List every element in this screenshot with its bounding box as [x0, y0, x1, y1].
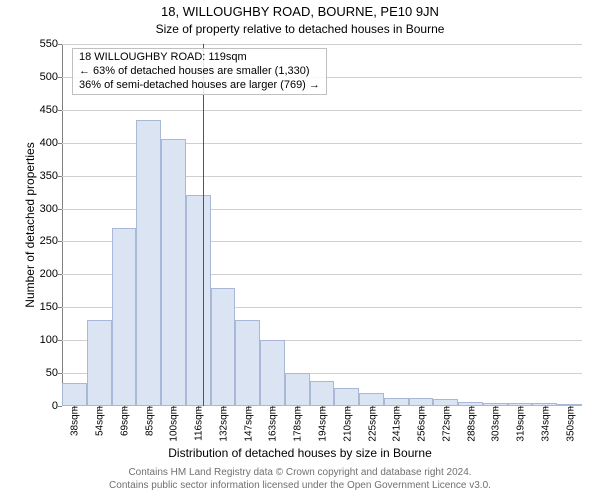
ytick-label: 300 [40, 203, 62, 215]
page-subtitle: Size of property relative to detached ho… [0, 22, 600, 36]
xtick-label: 132sqm [216, 406, 229, 442]
xtick-label: 116sqm [192, 406, 205, 441]
xtick-label: 303sqm [489, 406, 502, 442]
grid-line [62, 110, 582, 111]
xtick-label: 256sqm [415, 406, 428, 442]
xtick-label: 85sqm [142, 406, 155, 436]
xtick-label: 210sqm [340, 406, 353, 442]
xtick-label: 350sqm [563, 406, 576, 442]
bar [433, 399, 458, 406]
bar [359, 393, 384, 406]
ytick-label: 400 [40, 137, 62, 149]
bar [62, 383, 87, 406]
bar [384, 398, 409, 406]
bar [186, 195, 211, 406]
ytick-label: 100 [40, 334, 62, 346]
xtick-label: 100sqm [167, 406, 180, 442]
xtick-label: 272sqm [439, 406, 452, 442]
footnote: Contains HM Land Registry data © Crown c… [0, 466, 600, 492]
bar [112, 228, 137, 406]
annotation-line: ← 63% of detached houses are smaller (1,… [79, 65, 320, 79]
ytick-label: 0 [52, 400, 62, 412]
annotation-line: 18 WILLOUGHBY ROAD: 119sqm [79, 51, 320, 65]
xtick-label: 288sqm [464, 406, 477, 442]
bar [161, 139, 186, 406]
xtick-label: 69sqm [117, 406, 130, 436]
chart-root: 18, WILLOUGHBY ROAD, BOURNE, PE10 9JN Si… [0, 0, 600, 500]
ytick-label: 250 [40, 235, 62, 247]
ytick-label: 350 [40, 170, 62, 182]
y-axis-title: Number of detached properties [23, 125, 37, 325]
xtick-label: 163sqm [266, 406, 279, 442]
bar [285, 373, 310, 406]
x-axis-title: Distribution of detached houses by size … [0, 446, 600, 460]
y-axis-line [62, 44, 63, 406]
bar [87, 320, 112, 406]
bar [334, 388, 359, 406]
annotation-box: 18 WILLOUGHBY ROAD: 119sqm← 63% of detac… [72, 48, 327, 95]
marker-line [203, 44, 204, 406]
xtick-label: 54sqm [93, 406, 106, 436]
xtick-label: 334sqm [538, 406, 551, 442]
ytick-label: 200 [40, 268, 62, 280]
bar [235, 320, 260, 406]
ytick-label: 50 [46, 367, 62, 379]
page-title: 18, WILLOUGHBY ROAD, BOURNE, PE10 9JN [0, 4, 600, 19]
ytick-label: 550 [40, 38, 62, 50]
grid-line [62, 44, 582, 45]
bar [260, 340, 285, 406]
annotation-line: 36% of semi-detached houses are larger (… [79, 79, 320, 93]
xtick-label: 241sqm [390, 406, 403, 442]
bar [211, 288, 236, 406]
footnote-line: Contains public sector information licen… [0, 479, 600, 492]
ytick-label: 450 [40, 104, 62, 116]
xtick-label: 38sqm [68, 406, 81, 436]
xtick-label: 194sqm [316, 406, 329, 442]
ytick-label: 500 [40, 71, 62, 83]
xtick-label: 225sqm [365, 406, 378, 442]
ytick-label: 150 [40, 301, 62, 313]
xtick-label: 147sqm [241, 406, 254, 442]
bar [136, 120, 161, 406]
plot-area: 05010015020025030035040045050055038sqm54… [62, 44, 582, 406]
bar [409, 398, 434, 406]
footnote-line: Contains HM Land Registry data © Crown c… [0, 466, 600, 479]
bar [310, 381, 335, 406]
xtick-label: 178sqm [291, 406, 304, 442]
xtick-label: 319sqm [514, 406, 527, 442]
